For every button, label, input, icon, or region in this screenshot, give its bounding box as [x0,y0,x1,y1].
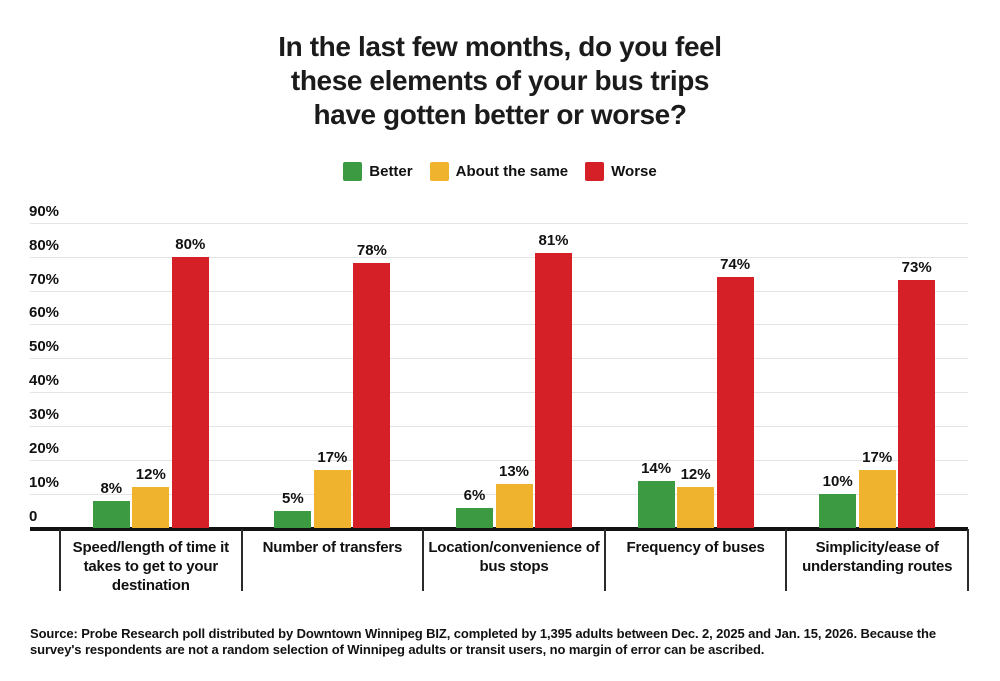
bar-better [819,494,857,528]
legend-label: Better [369,163,413,180]
gridline [30,222,968,224]
bar-about-the-same [858,470,896,528]
bar-value-label: 14% [641,459,672,477]
chart-title-line-1: In the last few months, do you feel [278,31,722,62]
gridline [30,290,968,292]
category-label: Number of transfers [262,539,403,556]
legend-item-worse: Worse [585,162,657,181]
legend-swatch-icon [429,162,449,181]
bar-better [637,480,675,528]
legend-swatch-icon [585,162,605,181]
gridline [30,324,968,326]
category-divider [240,529,243,591]
gridline [30,256,968,258]
category-label: Location/convenience of bus stops [428,539,600,575]
category-label: Simplicity/ease of understanding routes [802,539,953,575]
y-axis-tick-label: 80% [29,236,60,254]
category-divider [422,529,425,591]
bar-worse [898,280,936,528]
bar-about-the-same [132,487,170,528]
category-divider [59,529,61,591]
bar-value-label: 74% [720,255,751,273]
legend-swatch-icon [343,162,363,181]
bar-value-label: 5% [282,490,304,508]
bar-value-label: 10% [822,473,853,491]
y-axis-tick-label: 40% [29,372,60,390]
bar-about-the-same [313,470,351,528]
bar-value-label: 78% [356,242,387,260]
bar-value-label: 12% [680,466,711,484]
bar-better [92,500,130,528]
y-axis-tick-label: 10% [29,474,60,492]
legend-item-about-the-same: About the same [429,162,569,181]
bar-value-label: 73% [901,259,932,277]
bar-value-label: 8% [100,479,123,497]
legend-label: About the same [455,163,569,180]
y-axis-tick-label: 70% [29,270,60,288]
source-note: Source: Probe Research poll distributed … [30,626,936,657]
bar-worse [535,253,572,528]
y-axis-tick-label: 20% [29,440,60,458]
bar-worse [716,276,754,528]
chart-title-line-3: have gotten better or worse? [313,99,687,130]
y-axis-tick-label: 50% [29,338,60,356]
chart-title-line-2: these elements of your bus trips [290,65,710,96]
category-divider [785,529,788,591]
legend-item-better: Better [343,162,413,181]
gridline [30,358,968,360]
bar-value-label: 81% [538,232,569,250]
bar-better [456,507,493,528]
bar-value-label: 80% [175,235,206,253]
y-axis-tick-label: 30% [29,406,60,424]
bar-worse [171,256,209,528]
chart-title: In the last few months, do you feel thes… [0,30,1000,132]
category-divider [603,529,606,591]
category-divider [967,529,969,591]
category-label: Speed/length of time it takes to get to … [72,539,229,594]
x-axis-line [30,527,968,531]
bar-value-label: 13% [498,462,530,480]
bar-about-the-same [495,483,533,528]
y-axis-tick-label: 60% [29,304,60,322]
bar-value-label: 17% [317,449,348,467]
bar-worse [353,263,391,528]
gridline [30,392,968,394]
bar-about-the-same [677,487,715,528]
category-label: Frequency of buses [626,539,765,556]
gridline [30,426,968,428]
bar-value-label: 6% [463,486,486,504]
bar-value-label: 17% [862,449,893,467]
chart-legend: Better About the same Worse [0,162,1000,181]
bar-value-label: 12% [135,466,166,484]
gridline [30,460,968,462]
bar-better [274,511,312,528]
y-axis-tick-label: 0 [29,508,38,525]
legend-label: Worse [611,163,657,180]
y-axis-tick-label: 90% [29,202,60,220]
